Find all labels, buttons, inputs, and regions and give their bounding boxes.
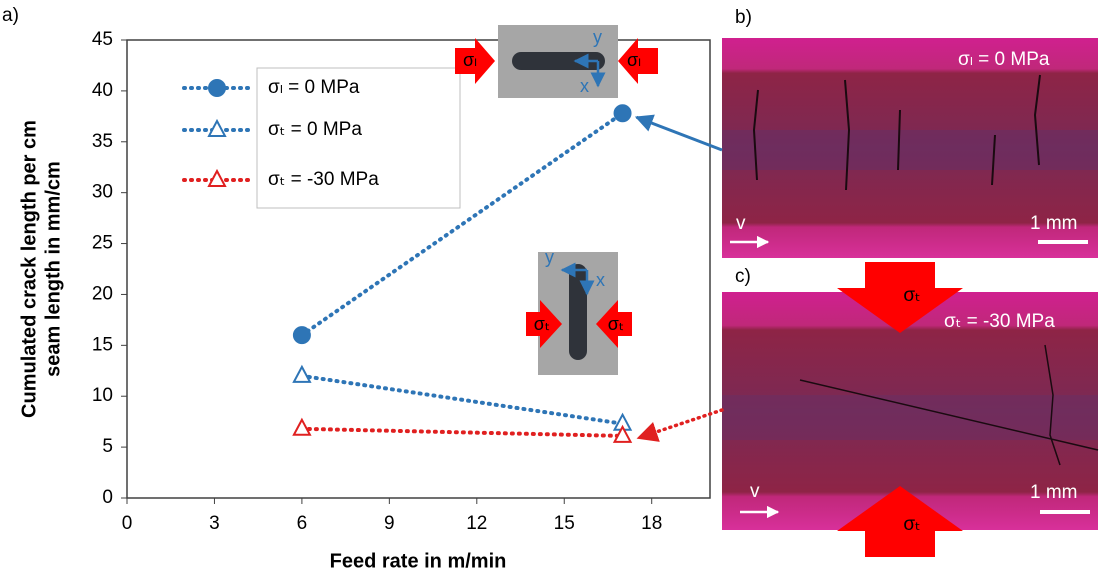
micrograph-stress: σₗ = 0 MPa bbox=[958, 49, 1050, 70]
panel-label: a) bbox=[2, 5, 19, 26]
point bbox=[292, 326, 311, 345]
inset-axis: x bbox=[596, 270, 605, 290]
inset-stress: σₜ bbox=[534, 314, 550, 334]
legend bbox=[256, 67, 461, 209]
micrograph-arrow-label: σₜ bbox=[903, 514, 920, 535]
x-tick-label: 9 bbox=[384, 513, 395, 534]
velocity-label: v bbox=[750, 481, 760, 502]
y-tick-label: 0 bbox=[102, 487, 113, 508]
y-tick-label: 45 bbox=[92, 29, 113, 50]
panel-label: c) bbox=[735, 266, 751, 287]
scale-label: 1 mm bbox=[1030, 482, 1078, 503]
x-tick-label: 12 bbox=[466, 513, 487, 534]
y-tick-label: 20 bbox=[92, 283, 113, 304]
micrograph-c: c) σₜ σₜ σₜ = -30 MPa 1 mm v bbox=[722, 262, 1099, 557]
point bbox=[613, 104, 632, 123]
x-tick-label: 6 bbox=[297, 513, 308, 534]
micrograph-stress: σₜ = -30 MPa bbox=[944, 311, 1055, 332]
legend-marker bbox=[207, 118, 227, 137]
legend-label: σₗ = 0 MPa bbox=[268, 77, 360, 98]
y-tick-label: 40 bbox=[92, 80, 113, 101]
panel-label: b) bbox=[735, 7, 752, 28]
legend-label: σₜ = 0 MPa bbox=[268, 119, 362, 140]
y-tick-label: 10 bbox=[92, 385, 113, 406]
series-line bbox=[299, 426, 625, 438]
y-tick-label: 35 bbox=[92, 131, 113, 152]
point bbox=[292, 364, 312, 383]
micrograph-arrow-label: σₜ bbox=[903, 285, 920, 306]
y-tick-label: 30 bbox=[92, 182, 113, 203]
inset-axis: y bbox=[545, 247, 554, 267]
point bbox=[292, 417, 312, 436]
inset-stress: σₜ bbox=[608, 314, 624, 334]
y-tick-label: 5 bbox=[102, 436, 113, 457]
inset-stress: σₗ bbox=[463, 50, 477, 70]
pointer-arrow bbox=[636, 408, 724, 442]
legend-marker bbox=[208, 79, 226, 97]
scale-label: 1 mm bbox=[1030, 213, 1078, 234]
inset-top: σₗ σₗ y x bbox=[455, 25, 658, 98]
y-axis-label: seam length in mm/cm bbox=[42, 161, 64, 377]
y-axis-label: Cumulated crack length per cm bbox=[18, 120, 40, 418]
x-tick-label: 3 bbox=[209, 513, 220, 534]
x-tick-label: 18 bbox=[641, 513, 662, 534]
legend-marker bbox=[207, 168, 227, 187]
micrograph-b: b) σₗ = 0 MPa 1 mm v bbox=[722, 7, 1098, 258]
y-tick-label: 15 bbox=[92, 334, 113, 355]
velocity-label: v bbox=[736, 213, 746, 234]
inset-stress: σₗ bbox=[627, 50, 641, 70]
x-tick-label: 0 bbox=[122, 513, 133, 534]
legend-label: σₜ = -30 MPa bbox=[268, 169, 379, 190]
y-tick-label: 25 bbox=[92, 233, 113, 254]
series-line bbox=[299, 111, 625, 338]
plot-frame bbox=[126, 39, 711, 499]
inset-axis: y bbox=[593, 27, 602, 47]
x-tick-label: 15 bbox=[554, 513, 575, 534]
inset-axis: x bbox=[580, 76, 589, 96]
point bbox=[612, 424, 633, 443]
pointer-arrow bbox=[634, 114, 723, 152]
series-line bbox=[299, 373, 625, 426]
inset-bottom: σₜ σₜ y x bbox=[526, 247, 632, 375]
x-axis-label: Feed rate in m/min bbox=[330, 550, 507, 572]
